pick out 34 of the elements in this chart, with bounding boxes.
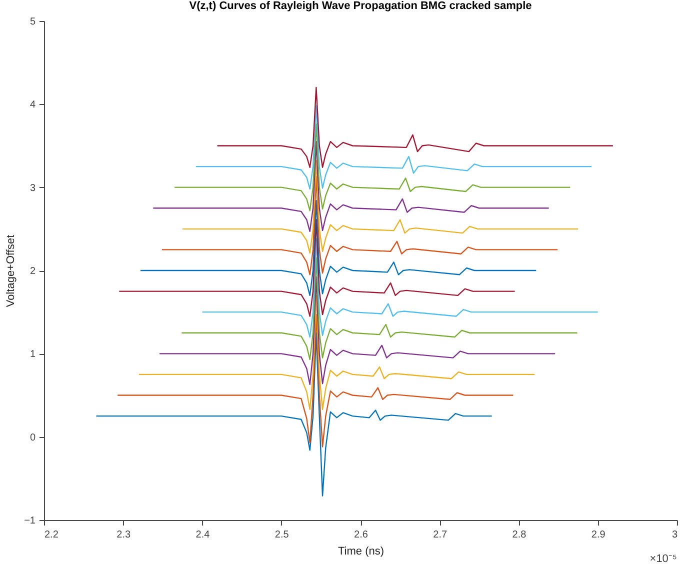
x-tick-label: 2.9: [591, 530, 606, 540]
line-series: [152, 140, 550, 232]
line-series: [116, 314, 514, 448]
line-series: [118, 219, 516, 317]
x-tick-label: 2.5: [274, 530, 290, 540]
y-tick-label: 4: [30, 100, 36, 111]
line-series: [174, 124, 571, 212]
y-tick-label: 1: [30, 349, 36, 360]
chart-title: V(z,t) Curves of Rayleigh Wave Propagation BMG cracked sample: [189, 0, 532, 12]
x-tick-label: 2.3: [116, 530, 132, 540]
line-series: [161, 176, 558, 276]
text: ×10⁻⁵: [650, 553, 677, 565]
line-series: [181, 257, 578, 360]
y-tick-label: 0: [30, 432, 36, 444]
y-tick-label: 5: [30, 16, 36, 28]
line-series: [158, 276, 556, 386]
x-tick-label: 2.2: [44, 530, 59, 540]
y-tick-label: 2: [30, 266, 36, 277]
line-series: [140, 200, 537, 296]
x-tick-label: 2.7: [433, 530, 448, 540]
x-tick-label: 3: [672, 530, 678, 540]
line-series: [195, 105, 592, 190]
line-series: [216, 86, 614, 168]
y-tick-label: 3: [30, 182, 36, 194]
line-series: [202, 238, 598, 338]
line-series: [138, 294, 536, 410]
x-tick-label: 2.6: [354, 530, 368, 540]
line-series: [182, 160, 579, 254]
x-tick-label: 2.4: [196, 530, 210, 540]
x-axis-title: Time (ns): [338, 546, 384, 558]
x-tick-label: 2.8: [512, 530, 527, 540]
line-series: [96, 332, 492, 496]
y-axis-title: Voltage+Offset: [5, 234, 18, 308]
y-tick-label: −1: [24, 516, 36, 526]
